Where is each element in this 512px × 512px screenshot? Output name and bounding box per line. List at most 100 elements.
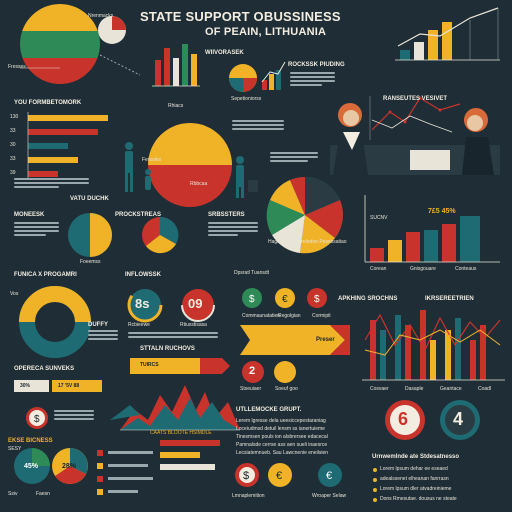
fin-xlabel-2: Geantace — [440, 386, 462, 392]
center-flag-pie — [148, 123, 232, 207]
utility-line-0: Lerem lgresse dela ueesiccepestaraniag — [236, 418, 326, 424]
ribbon-label: Preser — [316, 337, 335, 343]
duffy-text — [88, 330, 118, 342]
center-text-right — [270, 152, 318, 164]
utility-icon-label-b: Wroaper Selaw — [312, 493, 347, 499]
stat-circles — [127, 287, 215, 323]
green-title: EKSE BICNESS — [8, 438, 53, 444]
right-text-title: Urnwemlnde ate Stdesatnesso — [372, 454, 460, 460]
percentage-banners — [14, 380, 102, 392]
opera-text — [54, 410, 94, 422]
utility-line-3: Pamnalsde cerrse ass aen sueli inaesrce — [236, 442, 328, 448]
mountain-caption: CAATS BLOOTE HSIMDLE — [150, 430, 212, 436]
inflows-title: INFLOWSSK — [125, 272, 161, 278]
rocks-pie — [229, 64, 257, 92]
hbar-label-2: 30 — [10, 142, 16, 148]
vatu-title: VATU DUCHK — [70, 196, 109, 202]
funding-mid-title: Dpsratl Tuansdt — [234, 270, 270, 276]
center-pie-label-right: Rbbcaa — [190, 181, 208, 187]
procastreas-title: PROCKSTREAS — [115, 212, 162, 218]
badge-four: 4 — [453, 409, 464, 429]
svg-text:$: $ — [34, 414, 40, 425]
big-pie-right — [266, 176, 343, 254]
funding-title: FUNICA X PROGAMRI — [14, 272, 77, 278]
center-text — [232, 120, 284, 132]
svg-text:€: € — [326, 470, 332, 482]
page-subtitle: OF PEAIN, LITHUANIA — [205, 26, 327, 38]
meeting-illustration — [330, 96, 500, 175]
opera-title: OPERECA SUNVEKS — [14, 366, 75, 372]
utility-coin-icons: $ € € — [235, 463, 342, 487]
label-nrenmacks: Nrenmacks — [88, 13, 114, 19]
svg-text:€: € — [276, 470, 282, 482]
stage-arrows — [130, 358, 230, 374]
funding-text — [128, 332, 218, 340]
utility-line-1: Loceiudmsd detuil lensm ss ianertuieme — [236, 426, 325, 432]
utility-icon-label-a: Lmnaplemition — [232, 493, 265, 499]
moneesk-text — [14, 222, 59, 238]
hbar-label-1: 33 — [10, 128, 16, 134]
progress-strips — [160, 440, 220, 470]
moneesk-title: MONEESK — [14, 212, 45, 218]
fin-xlabel-3: Coadl — [478, 386, 492, 392]
wiivorasek-title: WIIVORASEK — [205, 50, 244, 56]
right-bullets — [373, 468, 377, 502]
step-label-b: Soeuf goo — [275, 386, 298, 392]
svg-text:$: $ — [314, 294, 320, 305]
utility-line-2: Tinesmsen pouls ion alsbrersee edacecal — [236, 434, 328, 440]
pie-right-xlabel-1: Gnisgouare — [410, 266, 436, 272]
communication-label: Commaunatatien — [242, 313, 281, 319]
icon-label-a: Regolgian — [278, 313, 301, 319]
right-line-0: Lorem lpsum dehar ee eseaed — [380, 466, 448, 472]
svg-text:€: € — [282, 294, 288, 305]
pie-right-xlabel-2: Conteaus — [455, 266, 477, 272]
fin-xlabel-0: Cosvaer — [370, 386, 389, 392]
pie-hover-label: Hagar dele Wereledoe Pesessatiao — [268, 239, 347, 245]
spresters-title: SRBSSTERS — [208, 212, 245, 218]
meeting-title: RANSEUTES VESIVET — [383, 96, 448, 102]
right-line-2: Lorem lpsum dler atvadreinieme — [380, 486, 452, 492]
mid-caption: Foeemss — [80, 259, 101, 265]
big-value-a: 8s — [135, 296, 150, 311]
mini-legend — [97, 450, 153, 495]
half-pie-mid — [68, 213, 112, 257]
caption-left: Rcbieewe — [128, 322, 150, 328]
hbar-label-3: 33 — [10, 156, 16, 162]
utility-title: UTLLEMOCKE GRUPT. — [236, 407, 302, 413]
step-badge: 2 — [249, 365, 256, 377]
green-sub: SESY — [8, 446, 22, 452]
stage-tag: TUIRCS — [140, 362, 159, 368]
donut-chart — [19, 286, 91, 358]
opera-pct-a: 30% — [20, 383, 31, 389]
big-value-b: 09 — [188, 296, 203, 311]
mountain-chart — [110, 385, 240, 431]
svg-text:$: $ — [243, 470, 249, 482]
pie-procastreas — [142, 216, 179, 254]
rocks-mini-chart — [261, 61, 286, 90]
spresters-text — [208, 222, 258, 238]
legend-b: Faesn — [36, 491, 50, 497]
rocks-title: ROCKSSK PIUDING — [288, 62, 345, 68]
label-flags: Fresses — [8, 64, 26, 70]
duffy-label: DUFFY — [88, 322, 108, 328]
pie-right-xlabel-0: Corean — [370, 266, 387, 272]
wiivorasek-sub: Sepetioniorss — [231, 96, 262, 102]
funding-v-label: Vos — [10, 291, 19, 297]
mid-right-bar-chart — [364, 195, 500, 263]
top-bar-chart — [152, 44, 200, 87]
performance-title: YOU FORMBETOMORK — [14, 100, 82, 106]
step-label-a: Stseuiaer — [240, 386, 262, 392]
pie-value-b: 28% — [62, 463, 77, 470]
hbar-label-0: 130 — [10, 114, 19, 120]
utility-line-4: Lecsiatemnueb. Sau Lawcnenie eneilsien — [236, 450, 329, 456]
svg-text:$: $ — [249, 294, 255, 305]
stage-title: STTALN RUCHOVS — [140, 346, 195, 352]
people-silhouettes-icon — [125, 142, 258, 198]
right-line-3: Dons Rmesutae. dousus ne steate — [380, 496, 457, 502]
hbar-notes — [14, 178, 89, 190]
legend-a: Ssiv — [8, 491, 18, 497]
rocks-text — [290, 72, 335, 88]
caption-right: Rtiusstisasa — [180, 322, 207, 328]
pie-value-a: 45% — [24, 463, 39, 470]
